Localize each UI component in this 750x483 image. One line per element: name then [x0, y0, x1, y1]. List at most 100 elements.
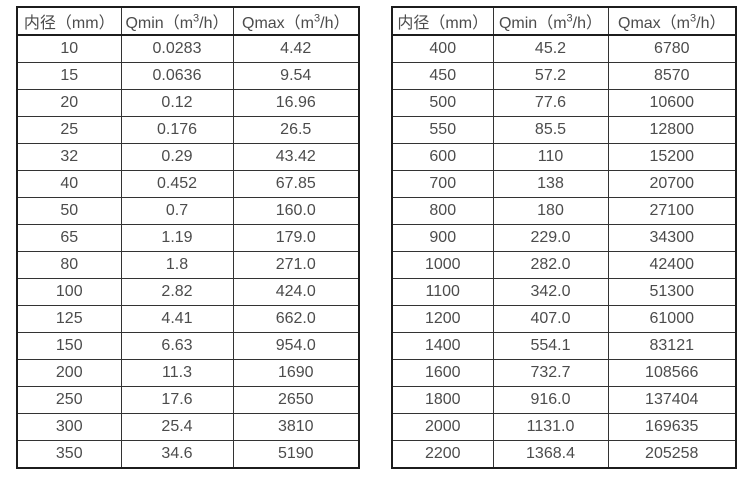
table-cell: 1100: [391, 278, 494, 306]
column-header: Qmin（m3/h）: [120, 6, 234, 36]
table-cell: 45.2: [492, 34, 609, 63]
table-cell: 77.6: [492, 89, 609, 117]
table-cell: 700: [391, 170, 494, 198]
table-cell: 51300: [607, 278, 737, 306]
table-cell: 600: [391, 143, 494, 171]
table-cell: 160.0: [232, 197, 360, 225]
table-cell: 1400: [391, 332, 494, 360]
table-cell: 61000: [607, 305, 737, 333]
table-row: 15 0.0636 9.54: [16, 62, 360, 90]
table-row: 2000 1131.0 169635: [391, 413, 737, 441]
table-cell: 150: [16, 332, 122, 360]
table-cell: 169635: [607, 413, 737, 441]
flow-spec-table-small-diameters: 内径（mm） Qmin（m3/h） Qmax（m3/h） 10 0.0283 4.42 1…: [16, 6, 360, 469]
table-row: 300 25.4 3810: [16, 413, 360, 441]
table-row: 32 0.29 43.42: [16, 143, 360, 171]
table-cell: 424.0: [232, 278, 360, 306]
table-row: 内径（mm） Qmin（m3/h） Qmax（m3/h）: [391, 6, 737, 36]
table-cell: 450: [391, 62, 494, 90]
table-row: 500 77.6 10600: [391, 89, 737, 117]
table-row: 800 180 27100: [391, 197, 737, 225]
table-cell: 916.0: [492, 386, 609, 414]
table-cell: 800: [391, 197, 494, 225]
table-cell: 10600: [607, 89, 737, 117]
table-cell: 50: [16, 197, 122, 225]
table-row: 25 0.176 26.5: [16, 116, 360, 144]
table-row: 1200 407.0 61000: [391, 305, 737, 333]
table-cell: 0.0636: [120, 62, 234, 90]
table-cell: 250: [16, 386, 122, 414]
table-cell: 80: [16, 251, 122, 279]
table-cell: 85.5: [492, 116, 609, 144]
table-row: 100 2.82 424.0: [16, 278, 360, 306]
table-cell: 1368.4: [492, 440, 609, 469]
table-row: 50 0.7 160.0: [16, 197, 360, 225]
table-cell: 350: [16, 440, 122, 469]
column-header: Qmax（m3/h）: [607, 6, 737, 36]
table-row: 65 1.19 179.0: [16, 224, 360, 252]
table-cell: 342.0: [492, 278, 609, 306]
table-cell: 17.6: [120, 386, 234, 414]
table-cell: 15: [16, 62, 122, 90]
flow-spec-table-large-diameters: 内径（mm） Qmin（m3/h） Qmax（m3/h） 400 45.2 6780 45…: [391, 6, 737, 469]
table-cell: 0.452: [120, 170, 234, 198]
table-cell: 125: [16, 305, 122, 333]
table-cell: 1131.0: [492, 413, 609, 441]
table-cell: 1.19: [120, 224, 234, 252]
table-cell: 42400: [607, 251, 737, 279]
table-cell: 34300: [607, 224, 737, 252]
superscript-3: 3: [314, 12, 321, 25]
table-cell: 3810: [232, 413, 360, 441]
table-cell: 43.42: [232, 143, 360, 171]
table-cell: 554.1: [492, 332, 609, 360]
table-cell: 271.0: [232, 251, 360, 279]
table-cell: 4.41: [120, 305, 234, 333]
superscript-3: 3: [193, 12, 200, 25]
table-cell: 500: [391, 89, 494, 117]
table-cell: 1690: [232, 359, 360, 387]
table-cell: 662.0: [232, 305, 360, 333]
table-row: 400 45.2 6780: [391, 34, 737, 63]
table-cell: 1000: [391, 251, 494, 279]
table-cell: 40: [16, 170, 122, 198]
table-cell: 27100: [607, 197, 737, 225]
table-cell: 0.29: [120, 143, 234, 171]
table-cell: 732.7: [492, 359, 609, 387]
table-row: 125 4.41 662.0: [16, 305, 360, 333]
table-cell: 2000: [391, 413, 494, 441]
table-cell: 32: [16, 143, 122, 171]
table-cell: 1200: [391, 305, 494, 333]
table-cell: 400: [391, 34, 494, 63]
table-cell: 9.54: [232, 62, 360, 90]
table-row: 1800 916.0 137404: [391, 386, 737, 414]
table-row: 600 110 15200: [391, 143, 737, 171]
table-cell: 1.8: [120, 251, 234, 279]
column-header: Qmin（m3/h）: [492, 6, 609, 36]
superscript-3: 3: [566, 12, 573, 25]
table-cell: 300: [16, 413, 122, 441]
table-row: 40 0.452 67.85: [16, 170, 360, 198]
table-cell: 137404: [607, 386, 737, 414]
table-row: 900 229.0 34300: [391, 224, 737, 252]
table-cell: 26.5: [232, 116, 360, 144]
table-cell: 15200: [607, 143, 737, 171]
table-row: 1000 282.0 42400: [391, 251, 737, 279]
table-row: 1600 732.7 108566: [391, 359, 737, 387]
table-cell: 25: [16, 116, 122, 144]
table-cell: 57.2: [492, 62, 609, 90]
table-row: 450 57.2 8570: [391, 62, 737, 90]
table-cell: 282.0: [492, 251, 609, 279]
table-row: 150 6.63 954.0: [16, 332, 360, 360]
table-cell: 0.0283: [120, 34, 234, 63]
table-cell: 67.85: [232, 170, 360, 198]
table-cell: 0.176: [120, 116, 234, 144]
table-cell: 179.0: [232, 224, 360, 252]
table-cell: 2.82: [120, 278, 234, 306]
table-cell: 200: [16, 359, 122, 387]
table-row: 350 34.6 5190: [16, 440, 360, 469]
table-body: 400 45.2 6780 450 57.2 8570 500 77.6 10600 550 85.…: [391, 34, 737, 469]
table-cell: 229.0: [492, 224, 609, 252]
table-cell: 25.4: [120, 413, 234, 441]
table-row: 1400 554.1 83121: [391, 332, 737, 360]
